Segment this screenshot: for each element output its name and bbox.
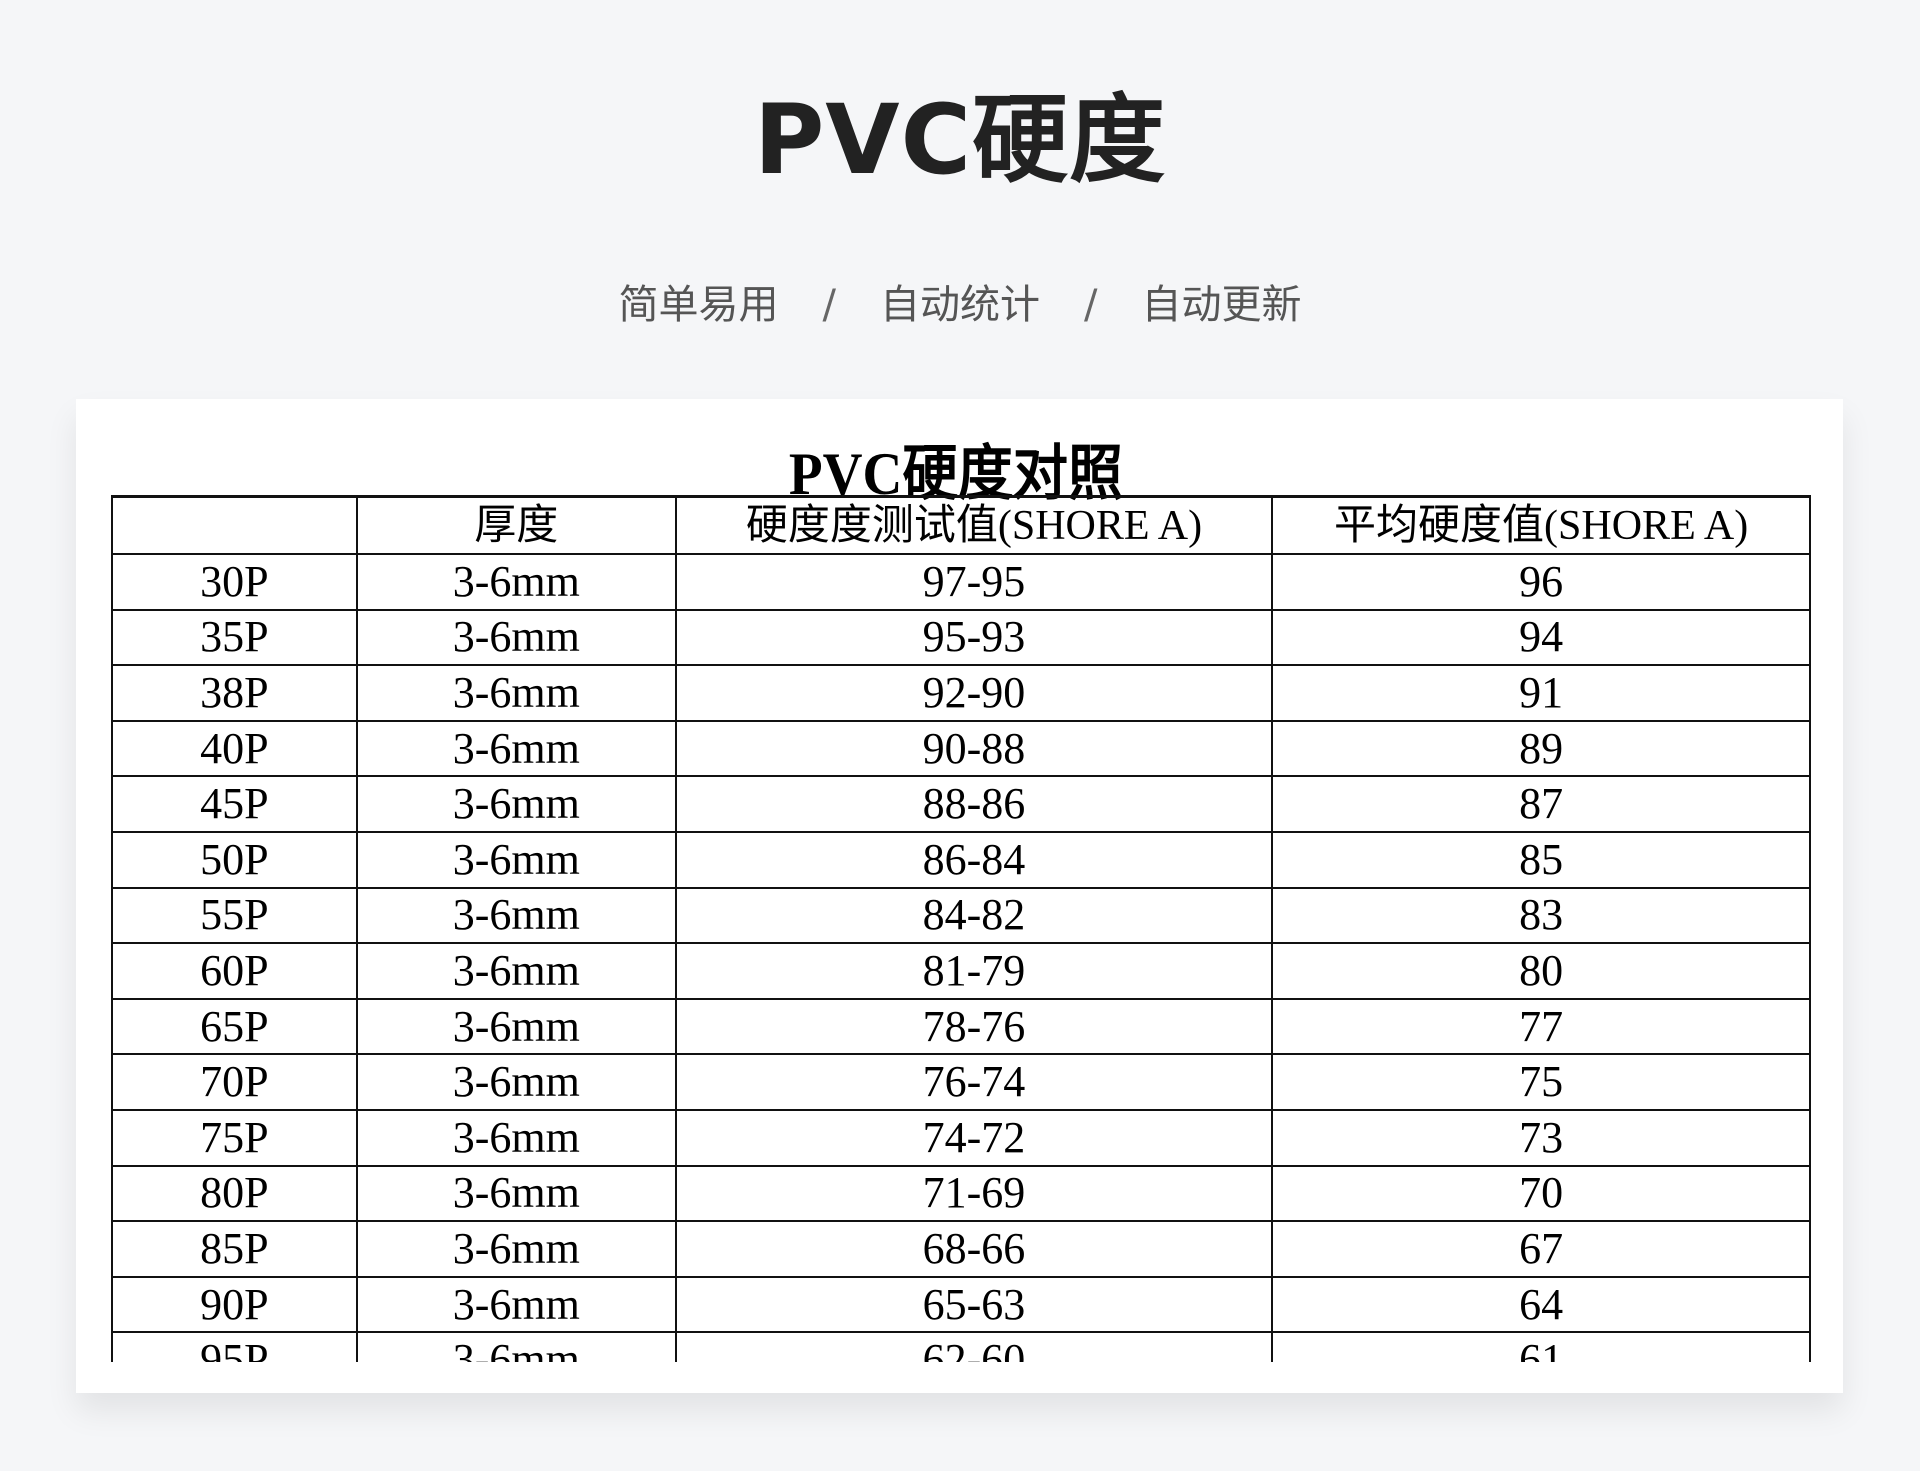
tag: 简单易用 xyxy=(618,282,779,328)
table-cell: 50P xyxy=(111,830,358,889)
table-cell: 90-88 xyxy=(674,719,1274,778)
table-row: 85P 3-6mm 68-66 67 xyxy=(111,1220,1811,1278)
table-cell: 3-6mm xyxy=(355,1108,677,1167)
table-row: 30P 3-6mm 97-95 96 xyxy=(111,553,1811,611)
table-cell: 89 xyxy=(1271,719,1811,778)
table-cell: 77 xyxy=(1271,997,1811,1056)
table-cell: 3-6mm xyxy=(355,886,677,945)
table-cell: 40P xyxy=(111,719,358,778)
table-cell: 73 xyxy=(1271,1108,1811,1167)
table-cell: 75P xyxy=(111,1108,358,1167)
table-cell: 78-76 xyxy=(674,997,1274,1056)
table-row: 35P 3-6mm 95-93 94 xyxy=(111,608,1811,667)
table-row: 38P 3-6mm 92-90 91 xyxy=(111,664,1811,722)
table-cell: 92-90 xyxy=(674,664,1274,722)
table-cell: 65P xyxy=(111,997,358,1056)
table-cell: 85P xyxy=(111,1220,358,1278)
table-cell: 3-6mm xyxy=(355,553,677,611)
table-cell: 83 xyxy=(1271,886,1811,945)
table-cell: 81-79 xyxy=(674,942,1274,1000)
column-header: 硬度度测试值(SHORE A) xyxy=(674,495,1274,555)
table-row: 45P 3-6mm 88-86 87 xyxy=(111,775,1811,833)
hardness-table: 厚度 硬度度测试值(SHORE A) 平均硬度值(SHORE A) 30P 3-6mm… xyxy=(111,495,1811,1362)
table-cell: 3-6mm xyxy=(355,775,677,833)
table-card: PVC硬度对照 厚度 硬度度测试值(SHORE A) 平均硬度值(SHORE A) … xyxy=(76,399,1843,1393)
table-cell: 3-6mm xyxy=(355,1331,677,1362)
table-cell: 64 xyxy=(1271,1275,1811,1334)
table-cell: 80 xyxy=(1271,942,1811,1000)
table-cell: 3-6mm xyxy=(355,719,677,778)
table-cell: 3-6mm xyxy=(355,1053,677,1111)
column-header: 厚度 xyxy=(355,495,677,555)
page-title: PVC硬度 xyxy=(753,84,1167,196)
table-cell: 38P xyxy=(111,664,358,722)
table-cell: 95P xyxy=(111,1331,358,1362)
table-viewport: 厚度 硬度度测试值(SHORE A) 平均硬度值(SHORE A) 30P 3-6mm… xyxy=(111,495,1811,1362)
table-cell: 60P xyxy=(111,942,358,1000)
table-cell: 97-95 xyxy=(674,553,1274,611)
table-cell: 62-60 xyxy=(674,1331,1274,1362)
table-row: 95P 3-6mm 62-60 61 xyxy=(111,1331,1811,1362)
column-header xyxy=(111,495,358,555)
table-cell: 3-6mm xyxy=(355,1164,677,1223)
table-cell: 90P xyxy=(111,1275,358,1334)
table-cell: 91 xyxy=(1271,664,1811,722)
tag: 自动更新 xyxy=(1141,282,1302,328)
table-cell: 74-72 xyxy=(674,1108,1274,1167)
table-cell: 85 xyxy=(1271,830,1811,889)
table-cell: 3-6mm xyxy=(355,830,677,889)
table-cell: 68-66 xyxy=(674,1220,1274,1278)
table-cell: 3-6mm xyxy=(355,608,677,667)
table-row: 50P 3-6mm 86-84 85 xyxy=(111,830,1811,889)
table-cell: 30P xyxy=(111,553,358,611)
table-cell: 86-84 xyxy=(674,830,1274,889)
table-cell: 3-6mm xyxy=(355,1275,677,1334)
separator: / xyxy=(1084,282,1098,328)
tag: 自动统计 xyxy=(880,282,1040,328)
table-cell: 75 xyxy=(1271,1053,1811,1111)
table-cell: 71-69 xyxy=(674,1164,1274,1223)
table-cell: 67 xyxy=(1271,1220,1811,1278)
table-cell: 61 xyxy=(1271,1331,1811,1362)
table-cell: 3-6mm xyxy=(355,942,677,1000)
table-row: 55P 3-6mm 84-82 83 xyxy=(111,886,1811,945)
table-cell: 76-74 xyxy=(674,1053,1274,1111)
table-row: 65P 3-6mm 78-76 77 xyxy=(111,997,1811,1056)
table-row: 90P 3-6mm 65-63 64 xyxy=(111,1275,1811,1334)
table-cell: 88-86 xyxy=(674,775,1274,833)
table-row: 40P 3-6mm 90-88 89 xyxy=(111,719,1811,778)
table-cell: 65-63 xyxy=(674,1275,1274,1334)
table-row: 80P 3-6mm 71-69 70 xyxy=(111,1164,1811,1223)
table-cell: 3-6mm xyxy=(355,664,677,722)
separator: / xyxy=(822,282,836,328)
table-cell: 95-93 xyxy=(674,608,1274,667)
table-cell: 84-82 xyxy=(674,886,1274,945)
table-cell: 94 xyxy=(1271,608,1811,667)
table-cell: 70 xyxy=(1271,1164,1811,1223)
table-cell: 3-6mm xyxy=(355,1220,677,1278)
table-cell: 96 xyxy=(1271,553,1811,611)
table-cell: 87 xyxy=(1271,775,1811,833)
table-cell: 70P xyxy=(111,1053,358,1111)
table-cell: 45P xyxy=(111,775,358,833)
table-cell: 55P xyxy=(111,886,358,945)
column-header: 平均硬度值(SHORE A) xyxy=(1271,495,1811,555)
table-row: 60P 3-6mm 81-79 80 xyxy=(111,942,1811,1000)
table-row: 70P 3-6mm 76-74 75 xyxy=(111,1053,1811,1111)
table-cell: 35P xyxy=(111,608,358,667)
table-cell: 3-6mm xyxy=(355,997,677,1056)
table-row: 75P 3-6mm 74-72 73 xyxy=(111,1108,1811,1167)
feature-tags: 简单易用 / 自动统计 / 自动更新 xyxy=(0,272,1920,330)
table-cell: 80P xyxy=(111,1164,358,1223)
